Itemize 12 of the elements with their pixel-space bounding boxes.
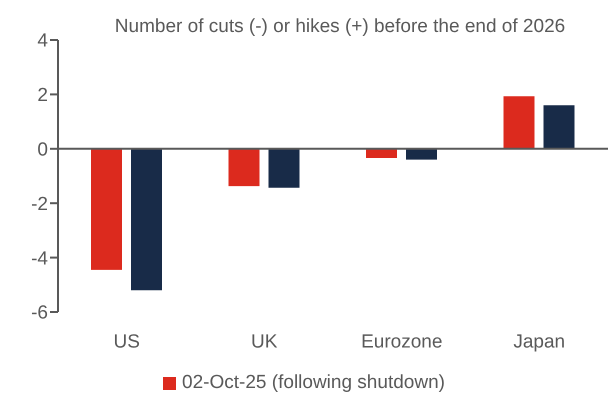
x-tick-label: Japan	[513, 331, 566, 352]
legend-label: 02-Oct-25 (following shutdown)	[182, 372, 445, 394]
x-tick-label: UK	[251, 331, 278, 352]
x-tick-label: US	[114, 331, 140, 352]
y-tick-label: -4	[31, 248, 48, 270]
y-tick-label: 0	[37, 140, 48, 161]
y-tick-label: 4	[37, 30, 48, 52]
y-tick-label: 2	[37, 85, 48, 106]
chart-title: Number of cuts (-) or hikes (+) before the end of 2026	[114, 15, 566, 39]
y-tick-label: -2	[31, 194, 48, 215]
x-tick-label: Eurozone	[361, 331, 442, 352]
y-tick-label: -6	[31, 302, 48, 324]
